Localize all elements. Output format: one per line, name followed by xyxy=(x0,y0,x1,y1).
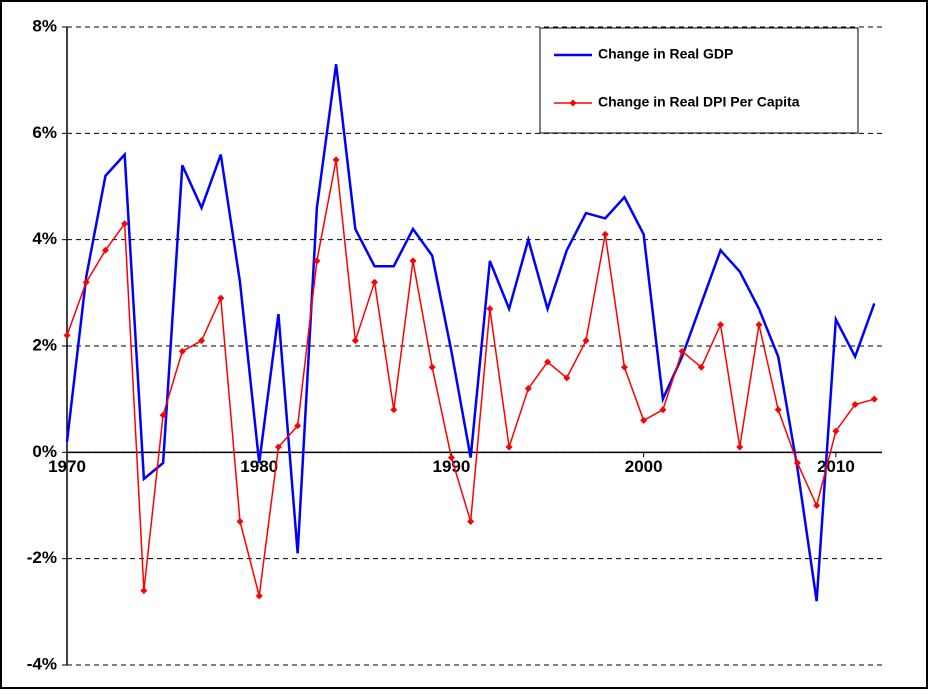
point xyxy=(659,406,667,414)
point xyxy=(870,395,878,403)
point xyxy=(409,257,417,265)
x-tick-label: 1990 xyxy=(433,457,471,476)
point xyxy=(505,443,513,451)
point xyxy=(697,363,705,371)
point xyxy=(486,305,494,313)
y-tick-label: 6% xyxy=(32,123,57,142)
y-tick-label: -2% xyxy=(27,548,57,567)
point xyxy=(255,592,263,600)
point xyxy=(736,443,744,451)
legend-label: Change in Real DPI Per Capita xyxy=(598,94,800,110)
point xyxy=(793,459,801,467)
point xyxy=(582,337,590,345)
legend-label: Change in Real GDP xyxy=(598,46,733,62)
point xyxy=(620,363,628,371)
legend: Change in Real GDP Change in Real DPI Per… xyxy=(539,27,859,134)
point xyxy=(524,385,532,393)
point xyxy=(544,358,552,366)
point xyxy=(755,321,763,329)
point xyxy=(447,454,455,462)
y-tick-label: 0% xyxy=(32,442,57,461)
point xyxy=(371,278,379,286)
x-tick-label: 2000 xyxy=(625,457,663,476)
point xyxy=(678,347,686,355)
point xyxy=(198,337,206,345)
point xyxy=(390,406,398,414)
point xyxy=(717,321,725,329)
point xyxy=(274,443,282,451)
x-tick-label: 1970 xyxy=(48,457,86,476)
y-tick-label: -4% xyxy=(27,654,57,673)
point xyxy=(563,374,571,382)
y-tick-label: 2% xyxy=(32,335,57,354)
y-tick-label: 4% xyxy=(32,229,57,248)
point xyxy=(159,411,167,419)
plot-area: -4% -2% 0% 2% 4% 6% 8% 1970 1980 1990 2000 2010 xyxy=(27,16,882,673)
point xyxy=(332,156,340,164)
point xyxy=(428,363,436,371)
point xyxy=(101,246,109,254)
y-tick-label: 8% xyxy=(32,16,57,35)
point xyxy=(351,337,359,345)
point xyxy=(467,517,475,525)
legend-box xyxy=(539,27,859,134)
point xyxy=(217,294,225,302)
point xyxy=(63,331,71,339)
x-tick-label: 2010 xyxy=(817,457,855,476)
x-tick-label: 1980 xyxy=(240,457,278,476)
point xyxy=(82,278,90,286)
point xyxy=(236,517,244,525)
point xyxy=(813,502,821,509)
point xyxy=(294,422,302,430)
point xyxy=(774,406,782,414)
point xyxy=(313,257,321,265)
point xyxy=(851,400,859,408)
point xyxy=(640,416,648,424)
point xyxy=(601,230,609,238)
series-line xyxy=(65,64,876,602)
legend-marker xyxy=(569,99,577,107)
point xyxy=(140,587,148,595)
point xyxy=(121,220,129,228)
point xyxy=(178,347,186,355)
point xyxy=(832,427,840,435)
